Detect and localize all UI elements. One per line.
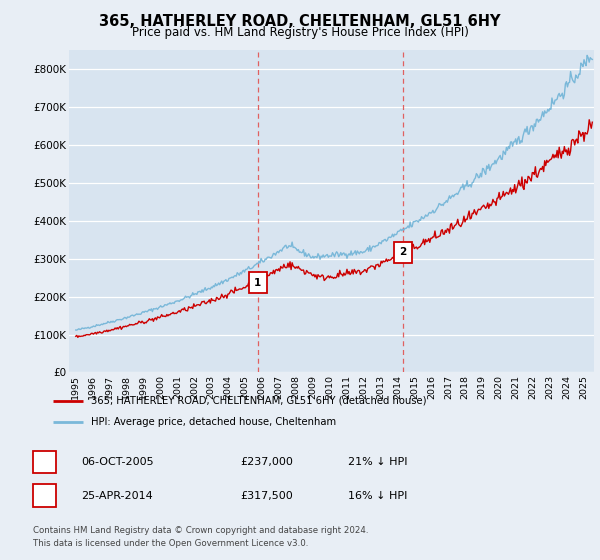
Text: 25-APR-2014: 25-APR-2014 xyxy=(81,491,153,501)
Text: 365, HATHERLEY ROAD, CHELTENHAM, GL51 6HY (detached house): 365, HATHERLEY ROAD, CHELTENHAM, GL51 6H… xyxy=(91,396,426,405)
Text: HPI: Average price, detached house, Cheltenham: HPI: Average price, detached house, Chel… xyxy=(91,417,336,427)
Text: £237,000: £237,000 xyxy=(240,457,293,467)
Text: 365, HATHERLEY ROAD, CHELTENHAM, GL51 6HY: 365, HATHERLEY ROAD, CHELTENHAM, GL51 6H… xyxy=(99,14,501,29)
Text: Contains HM Land Registry data © Crown copyright and database right 2024.
This d: Contains HM Land Registry data © Crown c… xyxy=(33,526,368,548)
Text: 06-OCT-2005: 06-OCT-2005 xyxy=(81,457,154,467)
Text: 2: 2 xyxy=(400,247,407,257)
Text: Price paid vs. HM Land Registry's House Price Index (HPI): Price paid vs. HM Land Registry's House … xyxy=(131,26,469,39)
Text: 1: 1 xyxy=(254,278,262,288)
Text: £317,500: £317,500 xyxy=(240,491,293,501)
Text: 16% ↓ HPI: 16% ↓ HPI xyxy=(348,491,407,501)
Text: 1: 1 xyxy=(41,457,48,467)
FancyBboxPatch shape xyxy=(394,241,412,263)
Text: 21% ↓ HPI: 21% ↓ HPI xyxy=(348,457,407,467)
FancyBboxPatch shape xyxy=(248,272,267,293)
Text: 2: 2 xyxy=(41,491,48,501)
